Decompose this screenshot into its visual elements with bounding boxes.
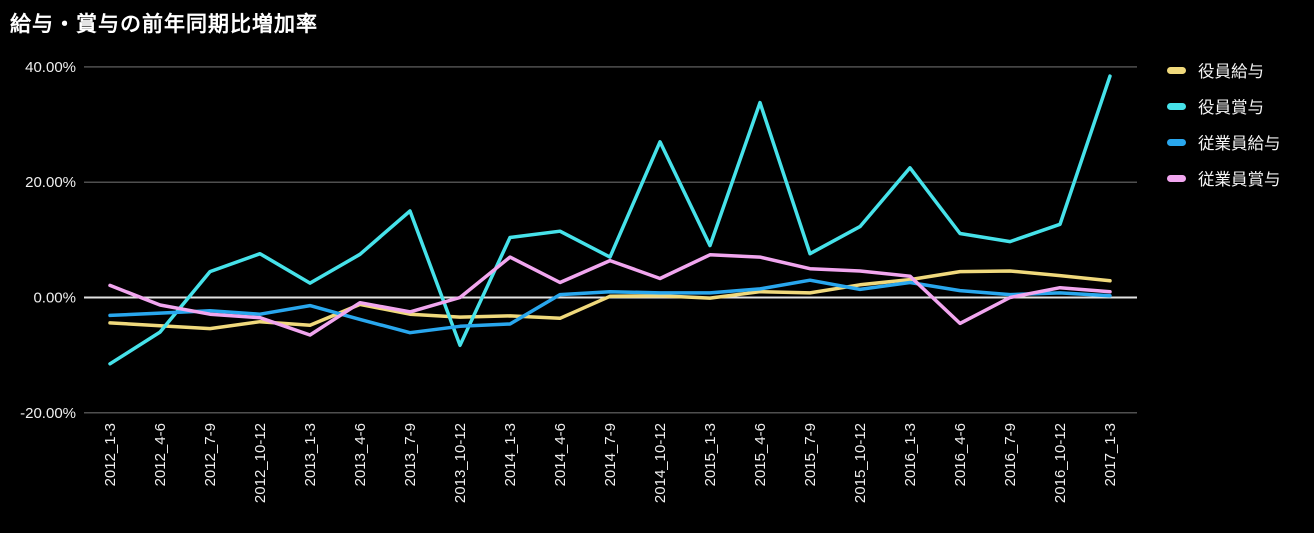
chart-title: 給与・賞与の前年同期比増加率	[10, 13, 318, 36]
x-tick-label: 2013_1-3	[302, 423, 319, 486]
employee-salary-line	[108, 278, 1112, 335]
legend-item-employee-salary[interactable]: 従業員給与	[1156, 124, 1281, 160]
y-tick-label: 20.00%	[25, 174, 76, 191]
x-tick-label: 2016_1-3	[902, 423, 919, 486]
x-tick-label: 2015_1-3	[702, 423, 719, 486]
x-tick-label: 2016_4-6	[952, 423, 969, 486]
x-tick-label: 2014_7-9	[602, 423, 619, 486]
x-tick-label: 2012_7-9	[202, 423, 219, 486]
x-tick-label: 2012_10-12	[252, 423, 269, 503]
executive-salary-line	[108, 269, 1112, 331]
x-tick-label: 2017_1-3	[1102, 423, 1119, 486]
legend-label: 役員給与	[1198, 63, 1264, 81]
executive-bonus-swatch-icon	[1167, 102, 1186, 110]
employee-bonus-line	[108, 253, 1112, 337]
x-tick-label: 2012_4-6	[152, 423, 169, 486]
legend-item-executive-bonus[interactable]: 役員賞与	[1156, 88, 1281, 124]
x-tick-label: 2016_10-12	[1052, 423, 1069, 503]
executive-salary-swatch-icon	[1167, 66, 1186, 74]
y-tick-label: 40.00%	[25, 59, 76, 76]
legend-label: 従業員賞与	[1198, 171, 1281, 189]
x-tick-label: 2013_10-12	[452, 423, 469, 503]
x-tick-label: 2014_1-3	[502, 423, 519, 486]
chart-legend: 役員給与役員賞与従業員給与従業員賞与	[1156, 52, 1281, 196]
employee-salary-swatch-icon	[1167, 138, 1186, 146]
legend-label: 役員賞与	[1198, 99, 1264, 117]
employee-bonus-swatch-icon	[1167, 174, 1186, 182]
y-tick-label: -20.00%	[20, 405, 76, 422]
y-tick-label: 0.00%	[33, 290, 76, 307]
x-tick-label: 2015_7-9	[802, 423, 819, 486]
x-tick-label: 2016_7-9	[1002, 423, 1019, 486]
x-tick-label: 2014_4-6	[552, 423, 569, 486]
x-tick-label: 2013_4-6	[352, 423, 369, 486]
legend-label: 従業員給与	[1198, 135, 1281, 153]
x-tick-label: 2015_10-12	[852, 423, 869, 503]
x-tick-label: 2014_10-12	[652, 423, 669, 503]
legend-item-employee-bonus[interactable]: 従業員賞与	[1156, 160, 1281, 196]
x-tick-label: 2015_4-6	[752, 423, 769, 486]
x-tick-label: 2013_7-9	[402, 423, 419, 486]
executive-bonus-line	[108, 74, 1112, 366]
legend-item-executive-salary[interactable]: 役員給与	[1156, 52, 1281, 88]
x-tick-label: 2012_1-3	[102, 423, 119, 486]
